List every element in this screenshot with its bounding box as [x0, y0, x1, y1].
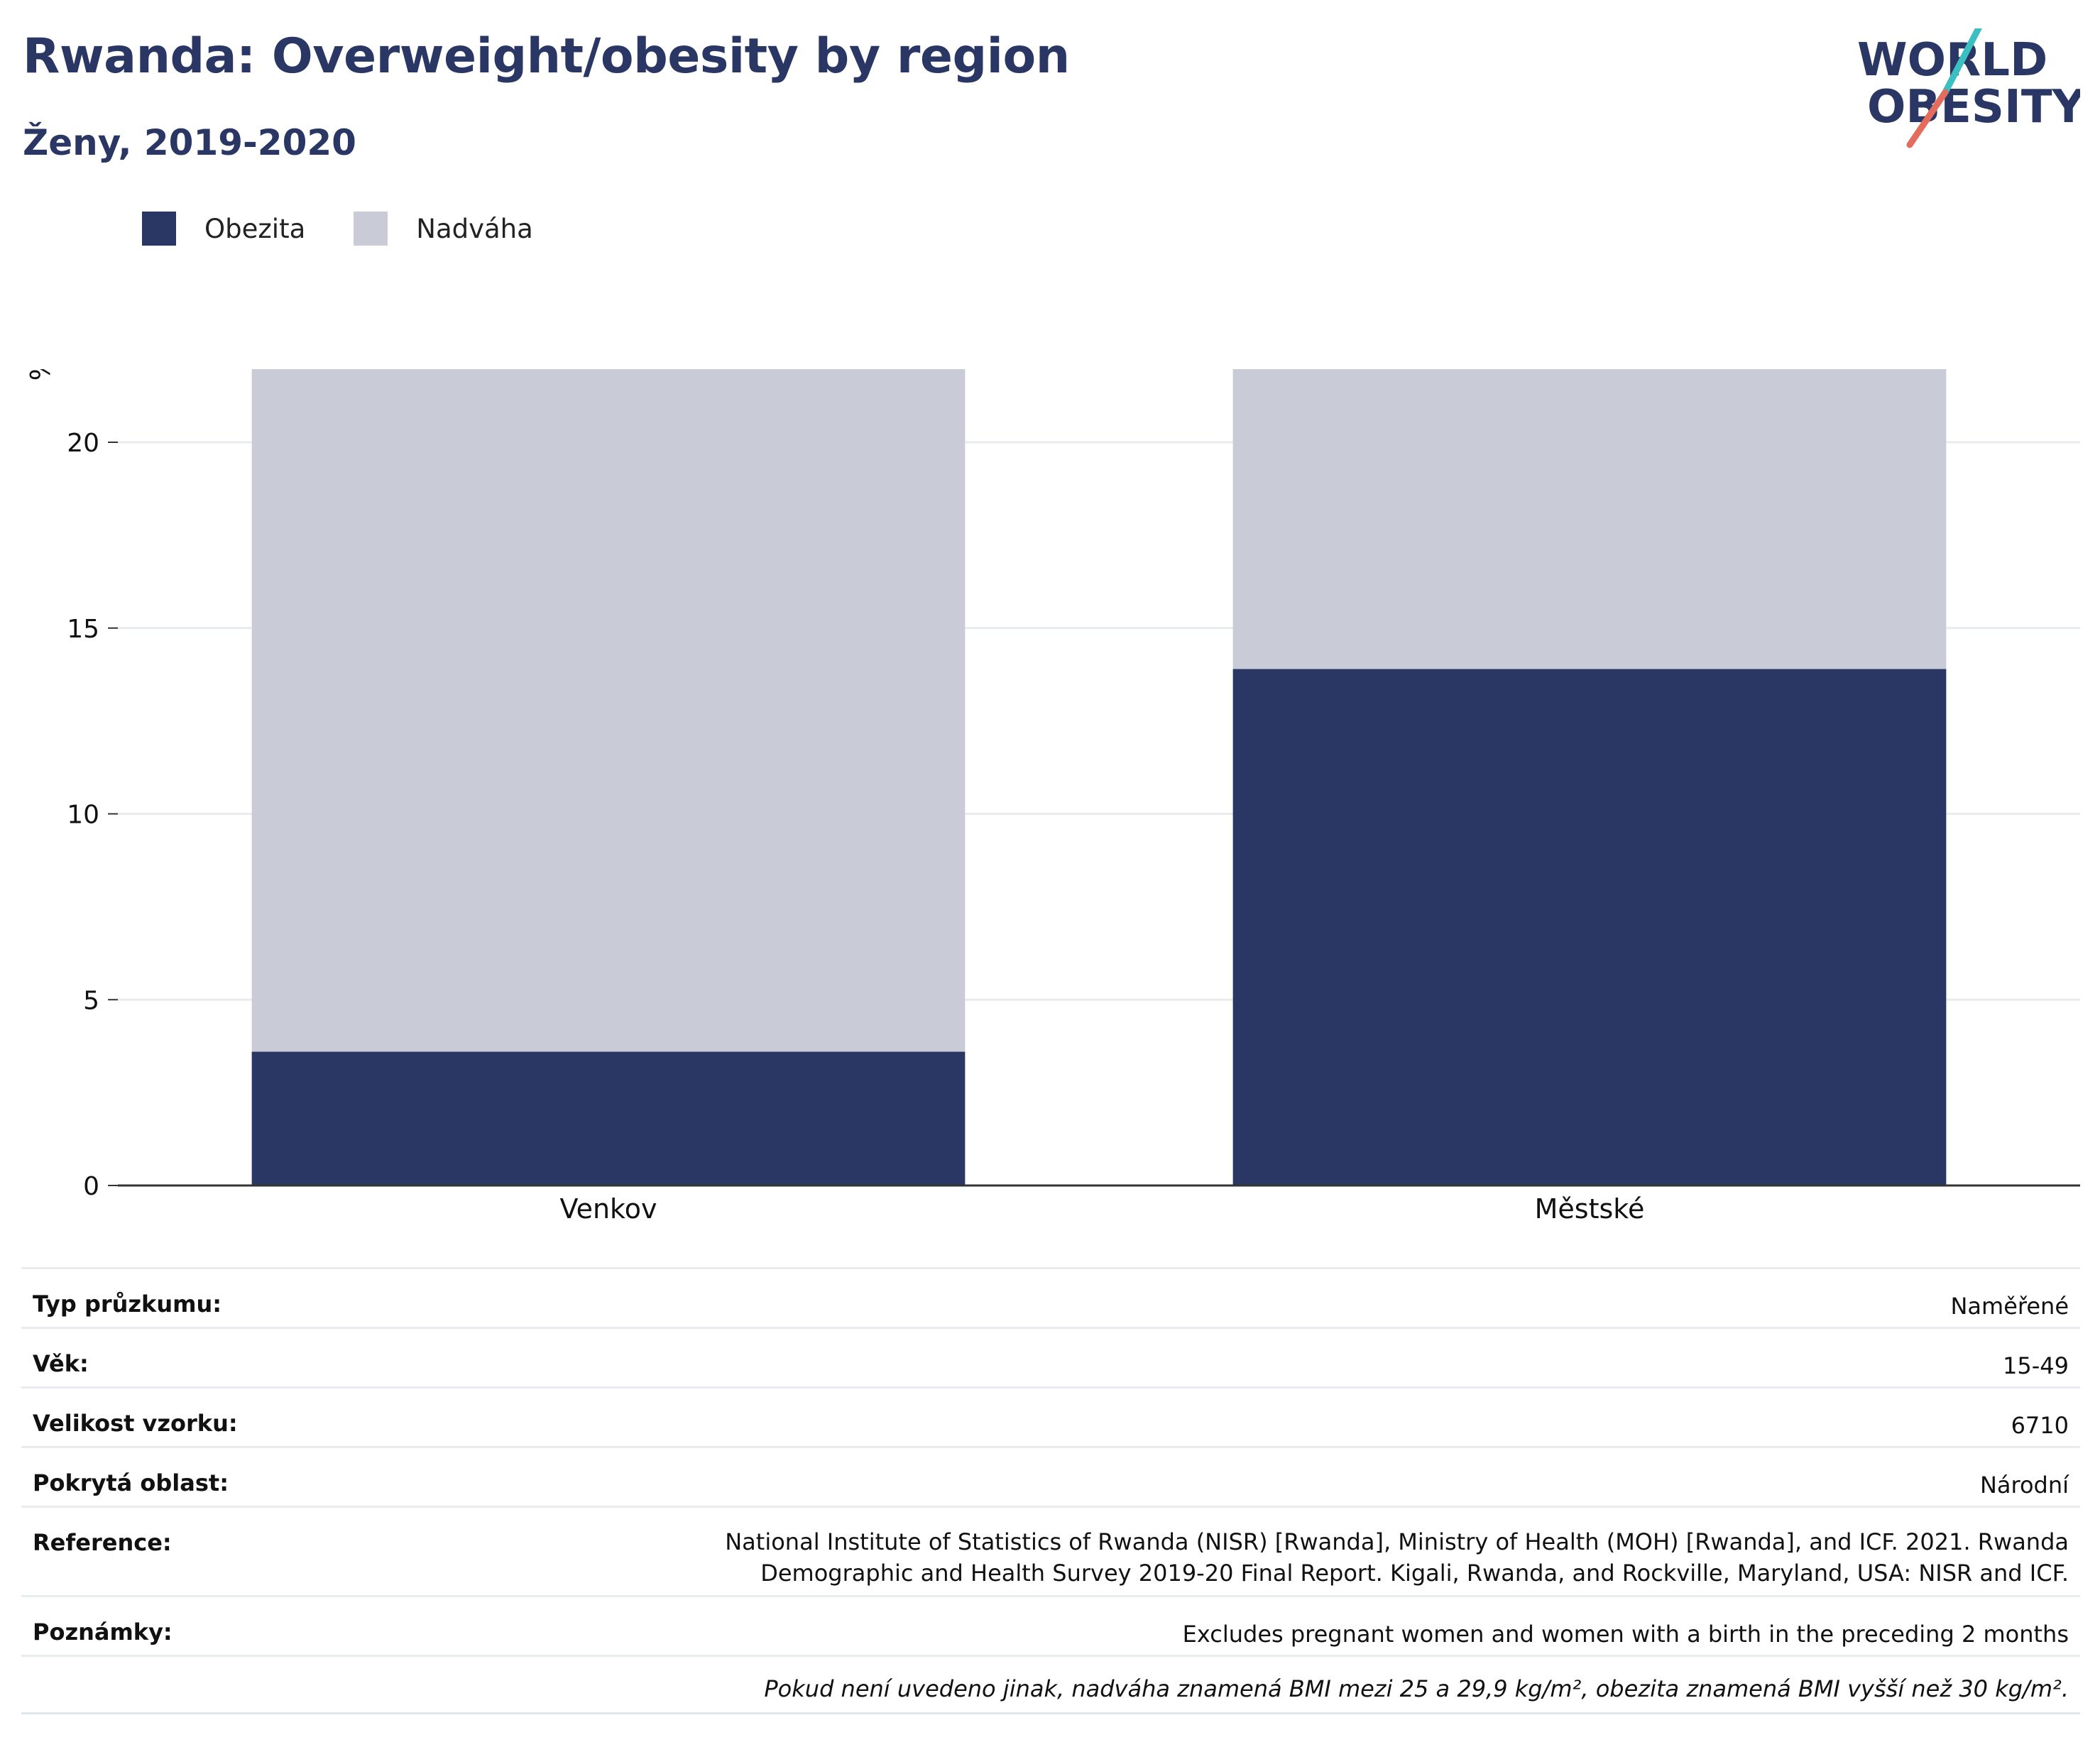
bar-obezita-0	[251, 1051, 966, 1185]
logo-slash-teal	[1942, 28, 1982, 96]
info-key: Reference:	[33, 1529, 172, 1556]
info-key: Velikost vzorku:	[33, 1410, 238, 1437]
info-row-age: Věk: 15-49	[21, 1327, 2080, 1386]
bmi-footnote: Pokud není uvedeno jinak, nadváha znamen…	[21, 1655, 2080, 1714]
y-tick-label: 5	[83, 986, 99, 1015]
survey-info-table: Typ průzkumu: Naměřené Věk: 15-49 Veliko…	[21, 1267, 2080, 1714]
legend-label-obezita: Obezita	[204, 213, 306, 244]
info-value: 15-49	[2003, 1352, 2069, 1379]
legend-swatch-nadvaha	[354, 212, 388, 246]
info-key: Pokrytá oblast:	[33, 1469, 229, 1496]
info-value: National Institute of Statistics of Rwan…	[725, 1528, 2069, 1587]
bar-nadvha-1	[1232, 369, 1947, 669]
info-row-coverage: Pokrytá oblast: Národní	[21, 1446, 2080, 1506]
info-value: Excludes pregnant women and women with a…	[1182, 1621, 2069, 1648]
legend-item-nadvaha[interactable]: Nadváha	[354, 212, 533, 246]
y-tick-label: 0	[83, 1172, 99, 1201]
chart-subtitle: Ženy, 2019-2020	[23, 122, 356, 163]
legend-swatch-obezita	[142, 212, 176, 246]
info-row-notes: Poznámky: Excludes pregnant women and wo…	[21, 1595, 2080, 1655]
info-key: Poznámky:	[33, 1619, 173, 1645]
y-tick-label: 10	[67, 801, 99, 830]
info-value: 6710	[2011, 1412, 2069, 1439]
y-tick-label: 20	[67, 429, 99, 458]
world-obesity-logo: WORLD OBESITY	[1857, 28, 2080, 148]
x-category-label: Venkov	[560, 1193, 657, 1221]
y-tick-label: 15	[67, 615, 99, 644]
bar-nadvha-0	[251, 369, 966, 1052]
info-row-reference: Reference: National Institute of Statist…	[21, 1506, 2080, 1595]
legend-label-nadvaha: Nadváha	[416, 213, 533, 244]
bar-obezita-1	[1232, 669, 1947, 1185]
chart-legend: Obezita Nadváha	[142, 207, 581, 250]
info-row-survey-type: Typ průzkumu: Naměřené	[21, 1267, 2080, 1327]
logo-slash-coral	[1906, 89, 1949, 148]
info-value: Národní	[1979, 1472, 2069, 1499]
info-value: Naměřené	[1950, 1293, 2069, 1320]
x-category-label: Městské	[1535, 1193, 1645, 1221]
chart-title: Rwanda: Overweight/obesity by region	[23, 28, 1070, 84]
info-key: Věk:	[33, 1350, 89, 1377]
logo-text-obesity: OBESITY	[1867, 81, 2080, 133]
info-row-sample-size: Velikost vzorku: 6710	[21, 1386, 2080, 1446]
y-axis-label: %	[25, 369, 56, 380]
info-key: Typ průzkumu:	[33, 1291, 222, 1318]
legend-item-obezita[interactable]: Obezita	[142, 212, 305, 246]
